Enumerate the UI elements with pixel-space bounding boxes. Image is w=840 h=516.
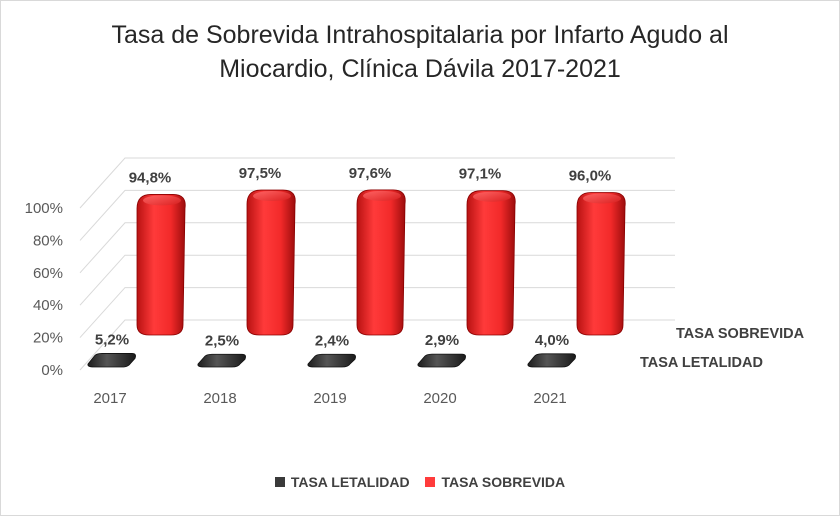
- chart-title-line-1: Tasa de Sobrevida Intrahospitalaria por …: [111, 21, 729, 49]
- bar-sobrevida: [576, 192, 626, 336]
- x-axis-ticks: 2017 2018 2019 2020 2021: [93, 390, 566, 407]
- y-tick-label: 80%: [33, 232, 63, 249]
- x-tick-label: 2018: [203, 390, 236, 407]
- bar-sobrevida-top: [363, 190, 401, 201]
- legend-item-letalidad: TASA LETALIDAD: [274, 474, 410, 490]
- chart-legend: TASA LETALIDAD TASA SOBREVIDA: [0, 474, 840, 490]
- bar-letalidad: [527, 353, 576, 368]
- bar-sobrevida-top: [473, 191, 511, 202]
- bar-sobrevida: [466, 190, 516, 336]
- legend-swatch-sobrevida: [425, 477, 436, 487]
- y-tick-label: 20%: [33, 330, 63, 347]
- data-label-sobrevida: 96,0%: [569, 167, 612, 184]
- bar-sobrevida-top: [143, 195, 181, 206]
- bar-sobrevida: [356, 189, 406, 336]
- data-label-sobrevida: 97,1%: [459, 166, 502, 183]
- bar-sobrevida: [136, 194, 186, 336]
- x-tick-label: 2020: [423, 390, 456, 407]
- data-label-letalidad: 2,5%: [205, 332, 239, 349]
- bar-letalidad: [417, 353, 466, 368]
- y-axis-ticks: 0% 20% 40% 60% 80% 100%: [25, 200, 63, 379]
- gridline: [79, 157, 675, 209]
- legend-swatch-letalidad: [274, 477, 285, 487]
- data-label-letalidad: 2,9%: [425, 332, 459, 349]
- bar-letalidad: [307, 353, 356, 368]
- data-label-sobrevida: 97,6%: [349, 165, 392, 182]
- series-tasa-letalidad: [87, 353, 576, 368]
- x-tick-label: 2017: [93, 390, 126, 407]
- y-tick-label: 100%: [25, 200, 63, 217]
- y-tick-label: 60%: [33, 265, 63, 282]
- x-tick-label: 2021: [533, 390, 566, 407]
- bar-letalidad: [197, 353, 246, 368]
- chart-title-line-2: Miocardio, Clínica Dávila 2017-2021: [219, 55, 621, 83]
- depth-label-letalidad: TASA LETALIDAD: [640, 355, 763, 371]
- data-labels: 5,2% 2,5% 2,4% 2,9% 4,0% 94,8% 97,5% 97,6% 97,1%…: [95, 165, 611, 349]
- data-label-letalidad: 4,0%: [535, 332, 569, 349]
- depth-axis-labels: TASA SOBREVIDA TASA LETALIDAD: [640, 326, 805, 371]
- series-tasa-sobrevida: [136, 189, 626, 336]
- data-label-letalidad: 2,4%: [315, 332, 349, 349]
- data-label-letalidad: 5,2%: [95, 331, 129, 348]
- depth-label-sobrevida: TASA SOBREVIDA: [676, 326, 805, 342]
- bar-sobrevida-top: [253, 191, 291, 202]
- chart-title: Tasa de Sobrevida Intrahospitalaria por …: [0, 18, 840, 86]
- x-tick-label: 2019: [313, 390, 346, 407]
- legend-label-sobrevida: TASA SOBREVIDA: [441, 474, 566, 490]
- bar-sobrevida: [246, 189, 296, 336]
- y-tick-label: 40%: [33, 297, 63, 314]
- legend-label-letalidad: TASA LETALIDAD: [290, 474, 410, 490]
- data-label-sobrevida: 94,8%: [129, 169, 172, 186]
- legend-item-sobrevida: TASA SOBREVIDA: [425, 474, 565, 490]
- data-label-sobrevida: 97,5%: [239, 165, 282, 182]
- bar-letalidad: [87, 353, 136, 368]
- bar-sobrevida-top: [583, 193, 621, 204]
- y-tick-label: 0%: [41, 362, 63, 379]
